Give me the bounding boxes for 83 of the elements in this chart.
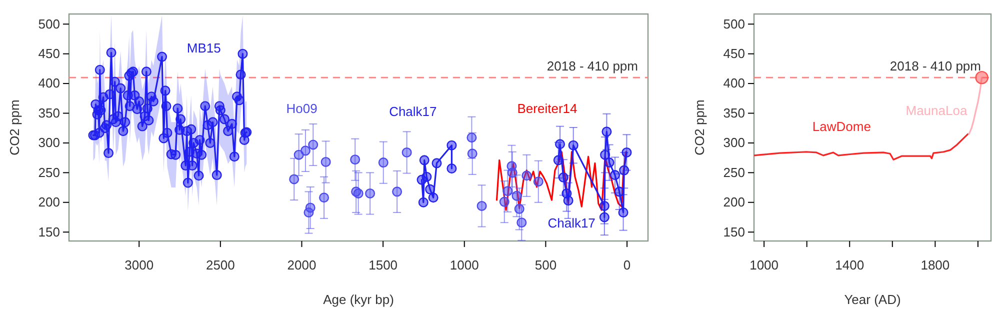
point xyxy=(428,192,438,203)
point xyxy=(289,174,300,184)
y-tick-label: 400 xyxy=(38,76,60,91)
point xyxy=(563,196,574,206)
point xyxy=(533,176,544,187)
point xyxy=(507,168,518,178)
line-series xyxy=(754,133,969,160)
y-tick-label: 200 xyxy=(723,194,745,210)
ref-line-label: 2018 - 410 ppm xyxy=(890,58,981,74)
point xyxy=(499,196,510,207)
point xyxy=(402,147,412,158)
point xyxy=(600,150,610,160)
x-tick-label: 1400 xyxy=(835,258,864,272)
x-tick-label: 0 xyxy=(623,258,631,272)
point xyxy=(610,170,620,180)
point xyxy=(467,148,478,159)
point xyxy=(466,132,477,143)
point xyxy=(320,156,331,167)
ref-line-label: 2018 - 410 ppm xyxy=(546,58,638,74)
x-tick-label: 1500 xyxy=(368,258,398,272)
y-tick-label: 200 xyxy=(38,194,60,210)
point xyxy=(502,186,513,196)
point xyxy=(614,186,624,197)
y-tick-label: 500 xyxy=(38,16,60,32)
y-axis-title: CO2 ppm xyxy=(692,100,707,156)
point xyxy=(558,172,568,182)
point xyxy=(476,200,487,211)
point xyxy=(599,212,610,222)
y-tick-label: 250 xyxy=(38,164,60,180)
point xyxy=(619,165,630,176)
point xyxy=(618,207,628,218)
x-tick-label: 3000 xyxy=(124,258,154,272)
y-tick-label: 300 xyxy=(723,135,745,150)
point xyxy=(300,146,310,156)
point xyxy=(319,192,330,203)
point xyxy=(514,204,524,214)
point xyxy=(604,158,614,168)
x-axis-title: Year (AD) xyxy=(844,292,901,307)
point xyxy=(378,158,388,168)
point xyxy=(516,218,527,228)
text: Bereiter14 xyxy=(517,100,578,116)
point xyxy=(350,154,360,165)
series-label: MaunaLoa xyxy=(906,103,968,118)
point xyxy=(512,190,522,201)
point xyxy=(305,202,316,213)
y-tick-label: 150 xyxy=(38,224,60,240)
x-tick-label: 2500 xyxy=(206,258,235,272)
y-tick-label: 400 xyxy=(723,76,745,91)
point xyxy=(392,186,402,197)
y-tick-label: 500 xyxy=(723,16,745,32)
series-label: LawDome xyxy=(812,118,871,134)
point xyxy=(418,197,428,208)
point xyxy=(419,155,430,166)
point xyxy=(602,126,612,137)
series-label: Chalk17 xyxy=(389,104,437,120)
x-axis-title: Age (kyr bp) xyxy=(323,292,394,307)
series-label: Ho09 xyxy=(286,100,318,116)
x-tick-label: 1000 xyxy=(750,258,779,272)
point xyxy=(365,188,376,198)
y-tick-label: 300 xyxy=(38,135,60,150)
y-tick-label: 250 xyxy=(723,164,745,180)
point xyxy=(568,140,578,150)
series-label: MB15 xyxy=(186,40,221,56)
point xyxy=(446,140,457,150)
series-label: Chalk17 xyxy=(548,215,596,230)
x-tick-label: 500 xyxy=(534,258,557,272)
y-tick-label: 450 xyxy=(723,46,745,61)
point xyxy=(425,184,436,194)
point xyxy=(422,172,432,182)
point xyxy=(308,140,318,150)
point xyxy=(599,200,610,211)
y-tick-label: 450 xyxy=(38,46,60,61)
y-tick-label: 150 xyxy=(723,224,745,240)
point xyxy=(522,170,532,181)
x-tick-label: 1800 xyxy=(920,258,950,272)
y-tick-label: 350 xyxy=(38,105,60,120)
y-tick-label: 350 xyxy=(723,105,745,120)
x-tick-label: 2000 xyxy=(287,258,316,272)
point xyxy=(446,164,457,174)
point xyxy=(432,158,442,168)
point xyxy=(555,139,566,150)
y-axis-title: CO2 ppm xyxy=(7,100,22,156)
x-tick-label: 1000 xyxy=(450,258,479,272)
